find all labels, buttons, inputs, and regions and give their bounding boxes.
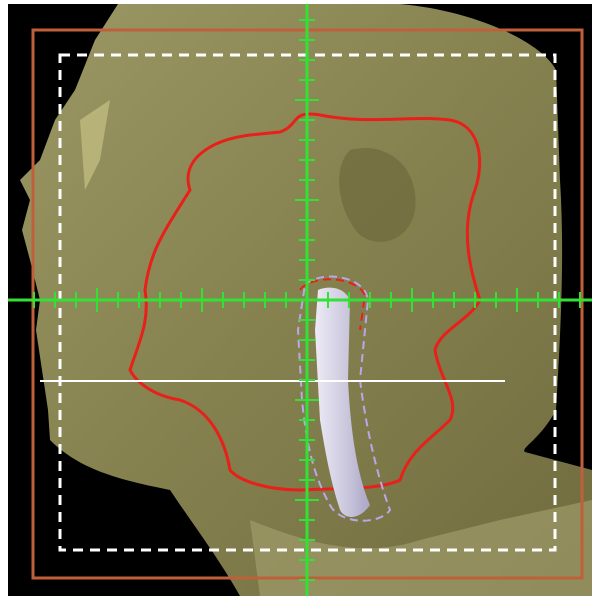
ear: [339, 148, 416, 242]
cord-margin: [296, 275, 392, 522]
highlight: [80, 100, 110, 190]
cord-margin-top: [299, 278, 367, 331]
shoulder: [250, 500, 592, 596]
crosshair-ticks: [33, 19, 581, 581]
spinal-cord: [315, 287, 370, 517]
target-contour: [128, 112, 482, 492]
